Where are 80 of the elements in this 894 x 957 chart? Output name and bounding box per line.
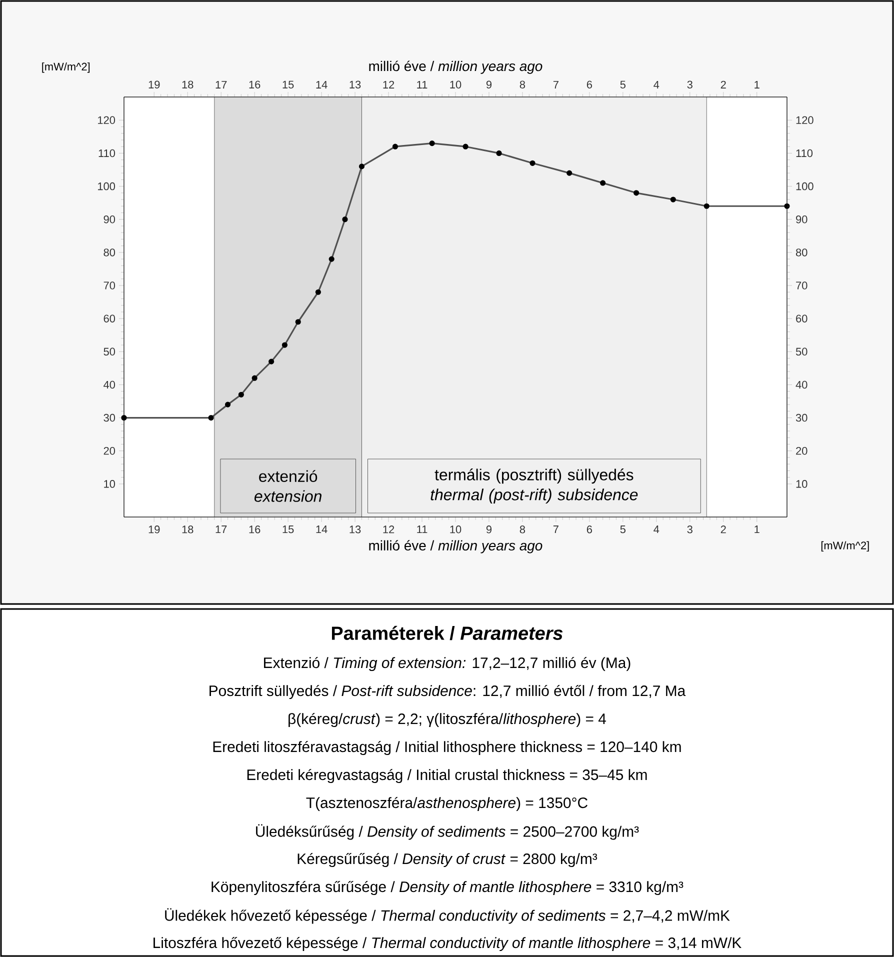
y2-tick-label: 20: [796, 446, 808, 455]
text: Üledéksűrűség / Density of sediments = 2500–2700 kg/m³: [256, 824, 639, 840]
band-label: termális (posztrift) süllyedés thermal (post-rift) subsidence: [430, 468, 638, 504]
text: Kéregsűrűség / Density of crust = 2800 kg/m³: [298, 852, 598, 868]
y2-tick-label: 80: [796, 248, 808, 256]
x2-tick-label: 1: [754, 80, 760, 88]
x2-tick-label: 15: [282, 80, 294, 88]
y2-tick-label: 90: [796, 215, 808, 224]
x-tick-label: 12: [383, 526, 394, 534]
text: Eredeti kéregvastagság / Initial crustal thickness = 35–45 km: [247, 768, 647, 784]
x2-tick-label: 6: [586, 80, 592, 88]
x-tick-label: 15: [282, 526, 294, 534]
y-tick-label: 120: [98, 116, 116, 124]
y-tick-label: 40: [104, 380, 116, 389]
x-tick-label: 17: [216, 526, 227, 534]
x-tick-label: 10: [450, 526, 462, 534]
x2-tick-label: 18: [182, 80, 194, 88]
x-tick-label: 8: [520, 526, 526, 534]
x-tick-label: 9: [486, 526, 492, 534]
text: Litoszféra hővezető képessége / Thermal conductivity of mantle lithosphere = 3,14 mW/K: [154, 936, 742, 952]
x-tick-label: 11: [417, 526, 428, 534]
x2-tick-label: 4: [654, 80, 660, 88]
x2-tick-label: 10: [450, 80, 462, 88]
x2-tick-label: 12: [383, 80, 394, 88]
x2-tick-label: 16: [249, 80, 260, 88]
x2-tick-label: 17: [216, 80, 227, 88]
y2-tick-label: 110: [796, 149, 813, 158]
text: Eredeti litoszféravastagság / Initial lithosphere thickness = 120–140 km: [213, 740, 681, 756]
x-tick-label: 7: [553, 526, 558, 534]
y-tick-label: 20: [104, 446, 116, 455]
x-tick-label: 6: [586, 526, 592, 534]
y-tick-label: 60: [104, 314, 116, 322]
x-tick-label: 14: [316, 526, 328, 534]
x2-tick-label: 19: [148, 80, 160, 88]
text: Üledékek hővezető képessége / Thermal conductivity of sediments = 2,7–4,2 mW/mK: [165, 908, 730, 924]
x2-tick-label: 5: [620, 80, 626, 88]
x-tick-label: 19: [148, 526, 160, 534]
text: Köpenylitoszféra sűrűsége / Density of mantle lithosphere = 3310 kg/m³: [212, 880, 684, 896]
x-tick-label: 18: [182, 526, 194, 534]
y-tick-label: 10: [104, 480, 116, 488]
text: β(kéreg/crust) = 2,2; γ(litoszféra/lithosphere) = 4: [288, 712, 606, 728]
band-label: extenzió extension: [254, 470, 322, 502]
y-tick-label: 30: [104, 414, 116, 422]
x2-tick-label: 11: [417, 80, 428, 88]
x2-tick-label: 14: [316, 80, 328, 88]
x-tick-label: 1: [754, 526, 760, 534]
text: Extenzió / Timing of extension: 17,2–12,7 millió év (Ma): [264, 656, 630, 672]
x2-tick-label: 7: [553, 80, 558, 88]
x2-tick-label: 3: [687, 80, 692, 88]
y-tick-label: 80: [104, 248, 116, 256]
y2-tick-label: 60: [796, 314, 808, 322]
y-tick-label: 110: [98, 149, 116, 158]
x2-tick-label: 2: [720, 80, 726, 88]
x2-tick-label: 13: [350, 80, 361, 88]
y2-tick-label: 10: [796, 480, 808, 488]
x-tick-label: 13: [350, 526, 361, 534]
y2-tick-label: 100: [796, 182, 814, 190]
y-tick-label: 70: [104, 282, 116, 290]
y-axis-title: [mW/m^2]: [42, 62, 90, 73]
x2-tick-label: 9: [486, 80, 492, 88]
y-tick-label: 50: [104, 348, 116, 356]
x-tick-label: 16: [249, 526, 260, 534]
y2-tick-label: 30: [796, 414, 808, 422]
y2-tick-label: 70: [796, 282, 808, 290]
x2-tick-label: 8: [520, 80, 526, 88]
text: Paraméterek / Parameters: [332, 626, 563, 640]
text: Posztrift süllyedés / Post-rift subsidence: 12,7 millió évtől / from 12,7 Ma: [210, 684, 686, 700]
y2-axis-title: [mW/m^2]: [821, 541, 869, 552]
y2-tick-label: 40: [796, 380, 808, 389]
x-tick-label: 4: [654, 526, 660, 534]
text: T(asztenoszféra/asthenosphere) = 1350°C: [306, 796, 588, 812]
y2-tick-label: 50: [796, 348, 808, 356]
x2-axis-title: millió éve / million years ago: [369, 60, 542, 74]
y2-tick-label: 120: [796, 116, 814, 124]
x-tick-label: 3: [687, 526, 692, 534]
x-axis-title: millió éve / million years ago: [369, 540, 542, 554]
y-tick-label: 90: [104, 215, 116, 224]
y-tick-label: 100: [98, 182, 116, 190]
x-tick-label: 2: [720, 526, 726, 534]
x-tick-label: 5: [620, 526, 626, 534]
